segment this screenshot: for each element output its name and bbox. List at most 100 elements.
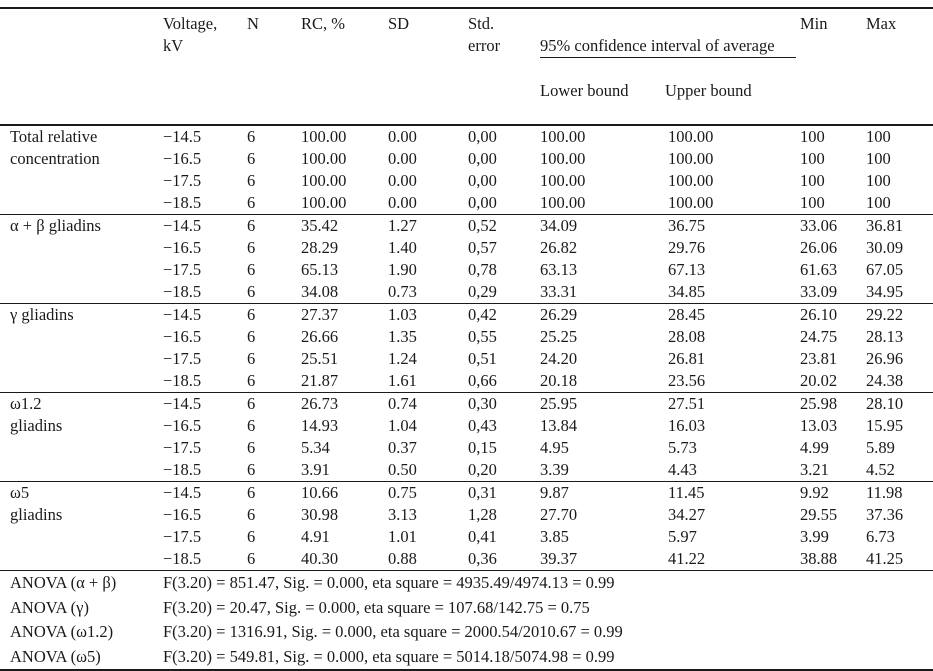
cell-lower-bound: 9.87: [537, 481, 665, 504]
cell-min: 20.02: [800, 371, 838, 390]
cell-rc: 100.00: [301, 193, 347, 212]
cell-sd: 0.88: [388, 549, 417, 568]
cell-sd: 1.61: [388, 371, 417, 390]
cell-n: 6: [247, 349, 256, 368]
cell-sd: 1.04: [388, 416, 417, 435]
cell-n: 6: [247, 282, 256, 301]
cell-n: 6: [247, 527, 256, 546]
cell-min: 25.98: [797, 392, 863, 415]
cell-max: 6.73: [866, 527, 895, 546]
cell-n: 6: [244, 392, 298, 415]
cell-lower-bound: 63.13: [540, 260, 578, 279]
cell-voltage: −17.5: [163, 527, 202, 546]
cell-upper-bound: 100.00: [668, 149, 714, 168]
cell-max: 67.05: [866, 260, 904, 279]
cell-rc: 100.00: [301, 149, 347, 168]
cell-lower-bound: 25.95: [537, 392, 665, 415]
confidence-interval-title: 95% confidence interval of average: [540, 35, 796, 58]
cell-std-error: 0,20: [468, 460, 497, 479]
cell-voltage: −18.5: [163, 549, 202, 568]
cell-lower-bound: 100.00: [540, 149, 586, 168]
cell-lower-bound: 100.00: [537, 124, 665, 148]
cell-rc: 21.87: [301, 371, 339, 390]
cell-max: 26.96: [866, 349, 904, 368]
cell-voltage: −17.5: [163, 438, 202, 457]
group-label-alpha-beta: α + β gliadins: [0, 214, 160, 304]
cell-voltage: −14.5: [160, 214, 244, 237]
table-row: −17.5 6 65.13 1.90 0,78 63.13 67.13 61.6…: [0, 259, 933, 281]
cell-sd: 3.13: [388, 505, 417, 524]
cell-max: 100: [863, 124, 933, 148]
cell-upper-bound: 41.22: [668, 549, 706, 568]
table-row: −16.5 6 30.98 3.13 1,28 27.70 34.27 29.5…: [0, 504, 933, 526]
cell-sd: 1.90: [388, 260, 417, 279]
cell-sd: 1.01: [388, 527, 417, 546]
table-row: ω1.2 gliadins −14.5 6 26.73 0.74 0,30 25…: [0, 392, 933, 482]
cell-lower-bound: 24.20: [540, 349, 578, 368]
header-voltage: Voltage, kV: [160, 8, 244, 126]
cell-n: 6: [247, 371, 256, 390]
cell-lower-bound: 26.82: [540, 238, 578, 257]
cell-lower-bound: 27.70: [540, 505, 578, 524]
header-lower-bound: Lower bound: [540, 81, 629, 100]
table-row: α + β gliadins −14.5 6 35.42 1.27 0,52 3…: [0, 214, 933, 304]
cell-min: 26.10: [797, 303, 863, 326]
cell-min: 100: [800, 149, 825, 168]
cell-std-error: 0,31: [465, 481, 537, 504]
cell-std-error: 0,41: [468, 527, 497, 546]
cell-upper-bound: 100.00: [665, 124, 797, 148]
cell-sd: 0.00: [388, 171, 417, 190]
table-row: γ gliadins −14.5 6 27.37 1.03 0,42 26.29…: [0, 303, 933, 393]
cell-sd: 0.00: [388, 149, 417, 168]
cell-rc: 100.00: [301, 171, 347, 190]
cell-n: 6: [247, 238, 256, 257]
cell-min: 4.99: [800, 438, 829, 457]
cell-min: 23.81: [800, 349, 838, 368]
cell-voltage: −16.5: [163, 416, 202, 435]
table-row: −18.5 6 40.30 0.88 0,36 39.37 41.22 38.8…: [0, 548, 933, 571]
cell-max: 15.95: [866, 416, 904, 435]
table-row: Total relative concentration −14.5 6 100…: [0, 124, 933, 215]
cell-upper-bound: 100.00: [668, 193, 714, 212]
cell-min: 33.09: [800, 282, 838, 301]
group-label-gamma: γ gliadins: [0, 303, 160, 393]
cell-n: 6: [247, 171, 256, 190]
cell-std-error: 0,43: [468, 416, 497, 435]
cell-n: 6: [244, 124, 298, 148]
cell-rc: 14.93: [301, 416, 339, 435]
cell-voltage: −16.5: [163, 505, 202, 524]
cell-n: 6: [247, 193, 256, 212]
table-body: Total relative concentration −14.5 6 100…: [0, 124, 933, 670]
cell-max: 29.22: [863, 303, 933, 326]
cell-n: 6: [247, 260, 256, 279]
cell-n: 6: [247, 416, 256, 435]
cell-min: 3.21: [800, 460, 829, 479]
table-row: −17.5 6 100.00 0.00 0,00 100.00 100.00 1…: [0, 170, 933, 192]
table-row: −18.5 6 21.87 1.61 0,66 20.18 23.56 20.0…: [0, 370, 933, 393]
cell-std-error: 0,55: [468, 327, 497, 346]
cell-voltage: −16.5: [163, 238, 202, 257]
table-row: −18.5 6 3.91 0.50 0,20 3.39 4.43 3.21 4.…: [0, 459, 933, 482]
cell-std-error: 0,42: [465, 303, 537, 326]
cell-voltage: −17.5: [163, 260, 202, 279]
cell-rc: 30.98: [301, 505, 339, 524]
cell-min: 100: [800, 171, 825, 190]
cell-upper-bound: 5.73: [668, 438, 697, 457]
cell-min: 26.06: [800, 238, 838, 257]
cell-rc: 100.00: [298, 124, 385, 148]
cell-rc: 40.30: [301, 549, 339, 568]
cell-upper-bound: 5.97: [668, 527, 697, 546]
cell-upper-bound: 23.56: [668, 371, 706, 390]
group-label-omega12: ω1.2 gliadins: [0, 392, 160, 482]
table-row: −17.5 6 5.34 0.37 0,15 4.95 5.73 4.99 5.…: [0, 437, 933, 459]
cell-voltage: −14.5: [160, 303, 244, 326]
cell-upper-bound: 27.51: [665, 392, 797, 415]
cell-lower-bound: 100.00: [540, 193, 586, 212]
cell-sd: 0.75: [385, 481, 465, 504]
cell-sd: 1.35: [388, 327, 417, 346]
anova-label: ANOVA (ω5): [10, 646, 101, 666]
cell-min: 38.88: [800, 549, 838, 568]
cell-max: 100: [866, 193, 891, 212]
cell-max: 28.13: [866, 327, 904, 346]
